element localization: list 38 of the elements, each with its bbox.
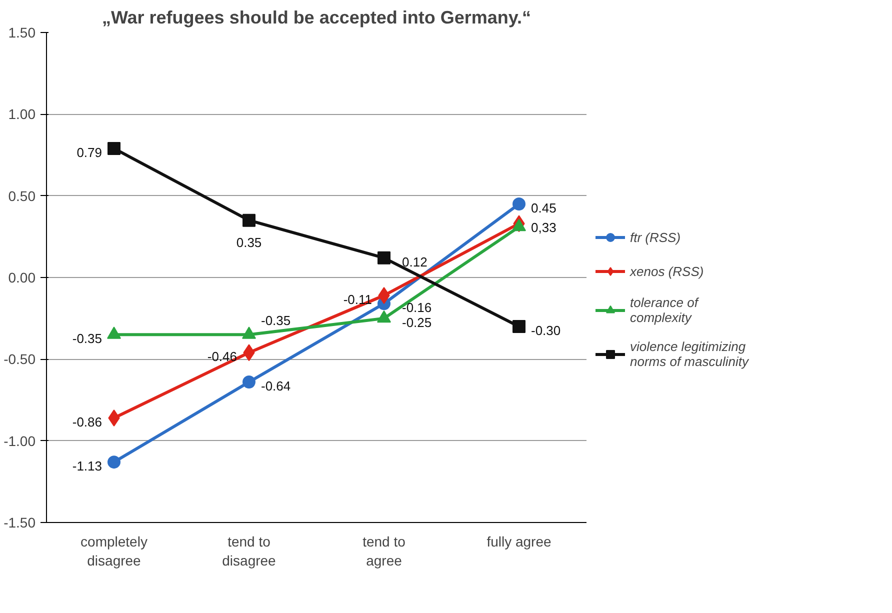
- legend-label: ftr (RSS): [630, 230, 681, 244]
- y-tick-label: -0.50: [4, 351, 36, 368]
- y-tick-label: 0.50: [8, 188, 36, 204]
- x-tick-label: fully agree: [486, 534, 552, 550]
- legend-label: xenos (RSS): [630, 264, 704, 278]
- data-label: 0.45: [531, 200, 556, 216]
- x-tick-label: tend to agree: [362, 534, 406, 569]
- x-tick-label: tend to disagree: [222, 534, 276, 569]
- y-tick-label: -1.00: [4, 432, 36, 449]
- point: [512, 198, 526, 210]
- legend-label: violence legitimizing norms of masculinity: [630, 339, 748, 369]
- data-label: -1.13: [72, 458, 102, 474]
- point: [108, 142, 120, 155]
- legend-label: tolerance of complexity: [630, 295, 698, 325]
- data-label: -0.35: [261, 313, 291, 328]
- data-label: -0.35: [72, 331, 102, 346]
- y-tick-label: -1.50: [4, 514, 36, 530]
- y-tick-label: 1.00: [8, 106, 36, 122]
- data-label: 0.79: [76, 144, 102, 160]
- data-label: -0.64: [261, 378, 291, 394]
- data-label: 0,33: [531, 220, 556, 236]
- point: [242, 376, 256, 389]
- point: [242, 214, 256, 227]
- point: [378, 251, 390, 264]
- data-label: -0.46: [207, 349, 238, 364]
- point: [512, 320, 526, 333]
- data-label: -0.25: [402, 314, 432, 330]
- data-label: -0.30: [531, 323, 561, 338]
- chart-title: „War refugees should be accepted into Germany.“: [102, 8, 532, 28]
- point: [108, 456, 120, 469]
- y-tick-label: 0.00: [8, 270, 36, 286]
- data-label: -0.86: [72, 414, 102, 430]
- y-tick-label: 1.50: [8, 24, 36, 40]
- data-label: -0.11: [343, 292, 372, 307]
- data-label: 0.35: [236, 234, 262, 250]
- data-label: 0.12: [402, 254, 428, 270]
- x-tick-label: completely disagree: [80, 534, 148, 569]
- data-label: -0.16: [402, 300, 432, 316]
